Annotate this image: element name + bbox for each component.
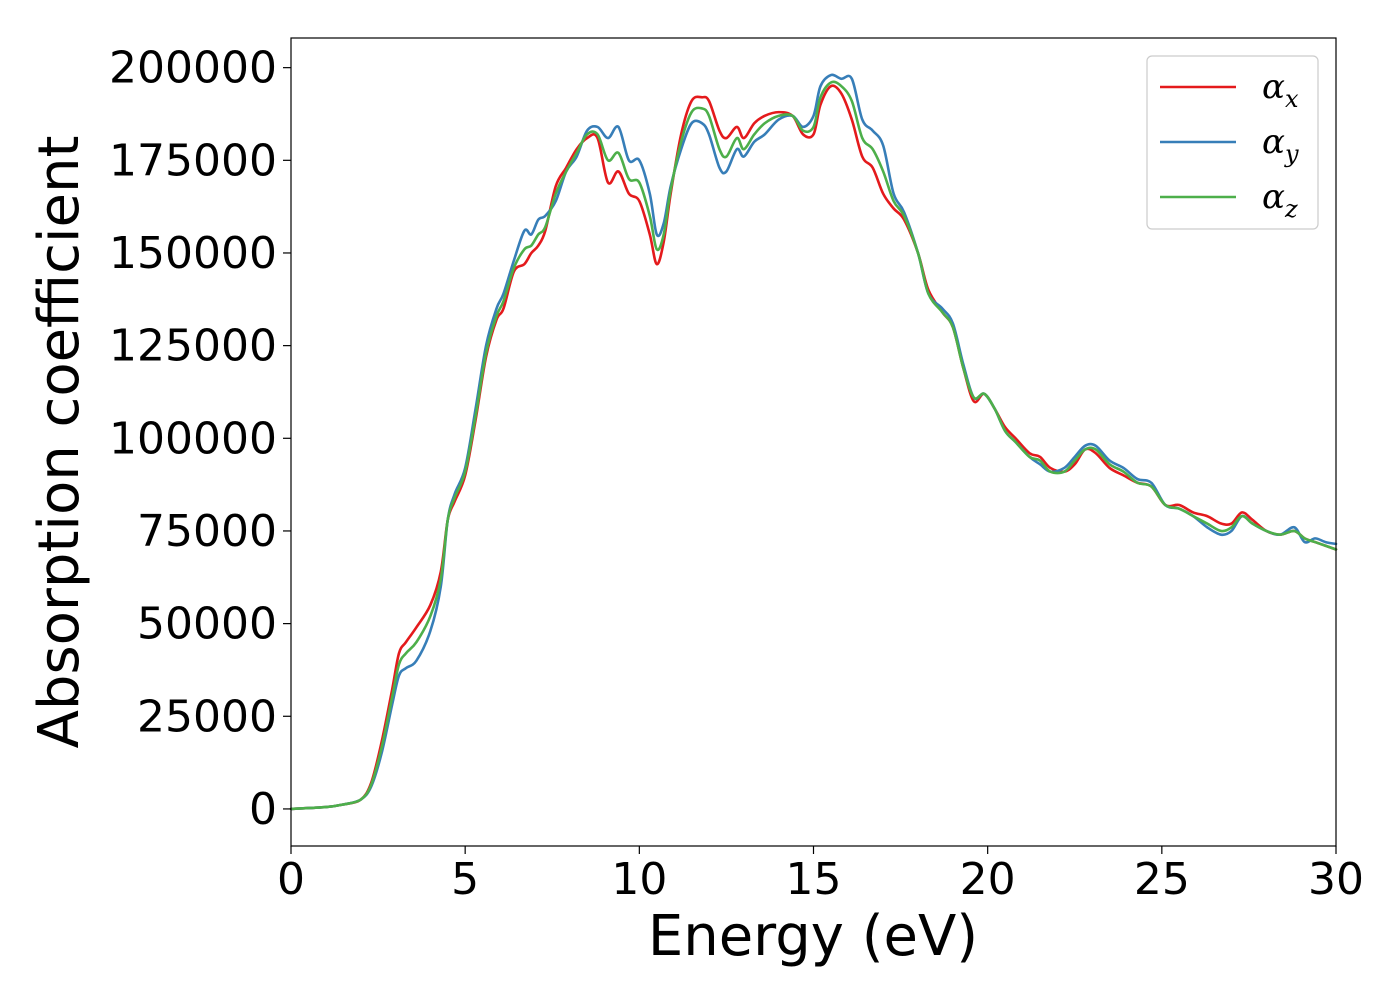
x-tick-label: 25 bbox=[1134, 854, 1190, 905]
legend-subscript: y bbox=[1284, 140, 1299, 168]
legend-subscript: x bbox=[1285, 85, 1299, 113]
y-tick-label: 75000 bbox=[137, 506, 277, 557]
y-tick-label: 25000 bbox=[137, 691, 277, 742]
series-line-y bbox=[289, 73, 1338, 811]
series-layer bbox=[289, 73, 1338, 811]
x-axis-title: Energy (eV) bbox=[648, 904, 978, 969]
y-tick-label: 125000 bbox=[109, 321, 277, 372]
y-tick-label: 175000 bbox=[109, 135, 277, 186]
x-axis: 0 5 10 15 20 25 30 bbox=[277, 846, 1364, 905]
x-tick-label: 30 bbox=[1308, 854, 1364, 905]
y-tick-label: 200000 bbox=[109, 43, 277, 94]
series-line-z bbox=[289, 80, 1338, 811]
x-tick-label: 10 bbox=[611, 854, 667, 905]
legend-label-y: αy bbox=[1262, 122, 1299, 168]
y-tick-label: 0 bbox=[249, 784, 277, 835]
y-tick-label: 50000 bbox=[137, 599, 277, 650]
y-axis: 0 25000 50000 75000 100000 125000 150000 175000… bbox=[109, 43, 291, 835]
x-tick-label: 0 bbox=[277, 854, 305, 905]
x-tick-label: 20 bbox=[960, 854, 1016, 905]
x-tick-label: 15 bbox=[786, 854, 842, 905]
y-tick-label: 150000 bbox=[109, 228, 277, 279]
y-tick-label: 100000 bbox=[109, 413, 277, 464]
x-tick-label: 5 bbox=[451, 854, 479, 905]
legend-subscript: z bbox=[1284, 195, 1298, 223]
y-axis-title: Absorption coefficient bbox=[27, 136, 92, 749]
